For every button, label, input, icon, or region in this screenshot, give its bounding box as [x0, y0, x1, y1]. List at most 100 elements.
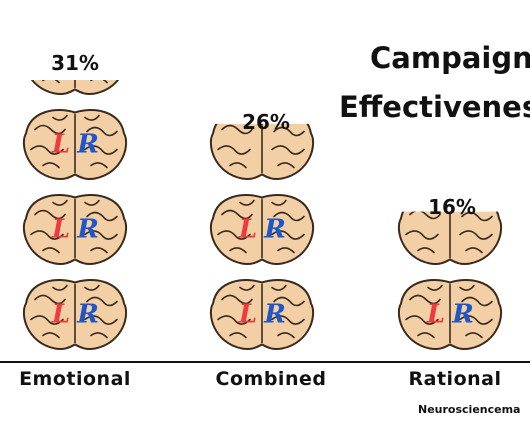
brain-fold: [52, 114, 68, 121]
value-labels: 31% 26% 16%: [51, 51, 476, 219]
brain-fold: [42, 332, 60, 339]
brain-fold: [84, 199, 100, 206]
brain-fold: [239, 284, 255, 291]
brain-fold: [217, 145, 251, 155]
brain-fold: [90, 247, 108, 254]
brain-fold: [277, 332, 295, 339]
brain-fold: [90, 332, 108, 339]
brain-fold: [86, 126, 118, 137]
brain-fold: [35, 41, 65, 49]
brain-fold: [277, 162, 295, 169]
right-hemisphere-letter: R: [263, 300, 286, 330]
bar-emotional: L RL RL R: [22, 31, 128, 350]
brain-fold: [465, 332, 483, 339]
chart-title-line-2: Effectivenes: [339, 90, 530, 124]
x-tick-label-rational: Rational: [409, 368, 502, 390]
brain-fold: [409, 294, 441, 305]
brain-fold: [465, 247, 483, 254]
x-tick-label-combined: Combined: [216, 368, 327, 390]
brain-fold: [30, 230, 64, 240]
brain-fold: [86, 296, 118, 307]
brain-fold: [459, 315, 493, 325]
brain-fold: [229, 162, 247, 169]
brain-fold: [221, 209, 253, 220]
left-hemisphere-letter: L: [426, 300, 445, 330]
brain-fold: [409, 211, 441, 220]
left-hemisphere-letter: L: [51, 215, 70, 245]
source-credit: Neurosciencema: [418, 403, 520, 416]
brain-fold: [52, 199, 68, 206]
brain-fold: [87, 43, 117, 51]
brain-fold: [229, 247, 247, 254]
brain-fold: [30, 145, 64, 155]
brain-fold: [417, 247, 435, 254]
brain-fold: [459, 230, 493, 240]
brain-icon: [209, 123, 315, 180]
value-label-rational: 16%: [428, 195, 476, 219]
right-hemisphere-letter: R: [263, 215, 286, 245]
brain-fold: [84, 315, 118, 325]
brain-fold: [461, 211, 493, 222]
brain-icon: [397, 211, 503, 265]
brain-fold: [221, 124, 253, 135]
left-hemisphere-letter: L: [51, 130, 70, 160]
brain-fold: [271, 199, 287, 206]
brain-fold: [34, 209, 66, 220]
right-hemisphere-letter: R: [76, 215, 99, 245]
brain-fold: [84, 284, 100, 291]
brain-fold: [405, 230, 439, 240]
brain-fold: [86, 211, 118, 222]
right-hemisphere-letter: R: [451, 300, 474, 330]
brain-fold: [84, 230, 118, 240]
x-axis-tick-labels: Emotional Combined Rational: [19, 368, 501, 390]
brain-fold: [229, 332, 247, 339]
brain-fold: [271, 230, 305, 240]
brain-fold: [271, 145, 305, 155]
bars-layer: L RL RL RL RL RL R: [22, 31, 503, 350]
brain-fold: [42, 162, 60, 169]
chart-title-line-1: Campaign: [370, 41, 530, 75]
brain-fold: [90, 80, 108, 84]
brain-fold: [461, 296, 493, 307]
brain-fold: [217, 315, 251, 325]
brain-fold: [221, 294, 253, 305]
brain-fold: [405, 315, 439, 325]
brain-fold: [42, 80, 60, 84]
brain-fold: [273, 126, 305, 137]
brain-fold: [34, 124, 66, 135]
value-label-combined: 26%: [242, 110, 290, 134]
brain-fold: [84, 114, 100, 121]
brain-fold: [90, 162, 108, 169]
brain-fold: [30, 315, 64, 325]
bar-combined: L RL R: [209, 123, 315, 350]
value-label-emotional: 31%: [51, 51, 99, 75]
brain-fold: [42, 247, 60, 254]
right-hemisphere-letter: R: [76, 130, 99, 160]
brain-fold: [53, 31, 67, 36]
brain-fold: [239, 199, 255, 206]
brain-fold: [271, 284, 287, 291]
x-tick-label-emotional: Emotional: [19, 368, 131, 390]
brain-fold: [427, 284, 443, 291]
brain-fold: [273, 211, 305, 222]
brain-fold: [52, 284, 68, 291]
left-hemisphere-letter: L: [51, 300, 70, 330]
brain-icon: [31, 31, 119, 95]
brain-fold: [273, 296, 305, 307]
chart-title: Campaign Effectivenes: [339, 41, 530, 124]
brain-fold: [84, 145, 118, 155]
brain-fold: [417, 332, 435, 339]
right-hemisphere-letter: R: [76, 300, 99, 330]
brain-fold: [271, 315, 305, 325]
left-hemisphere-letter: L: [238, 300, 257, 330]
left-hemisphere-letter: L: [238, 215, 257, 245]
brain-fold: [277, 247, 295, 254]
brain-fold: [459, 284, 475, 291]
